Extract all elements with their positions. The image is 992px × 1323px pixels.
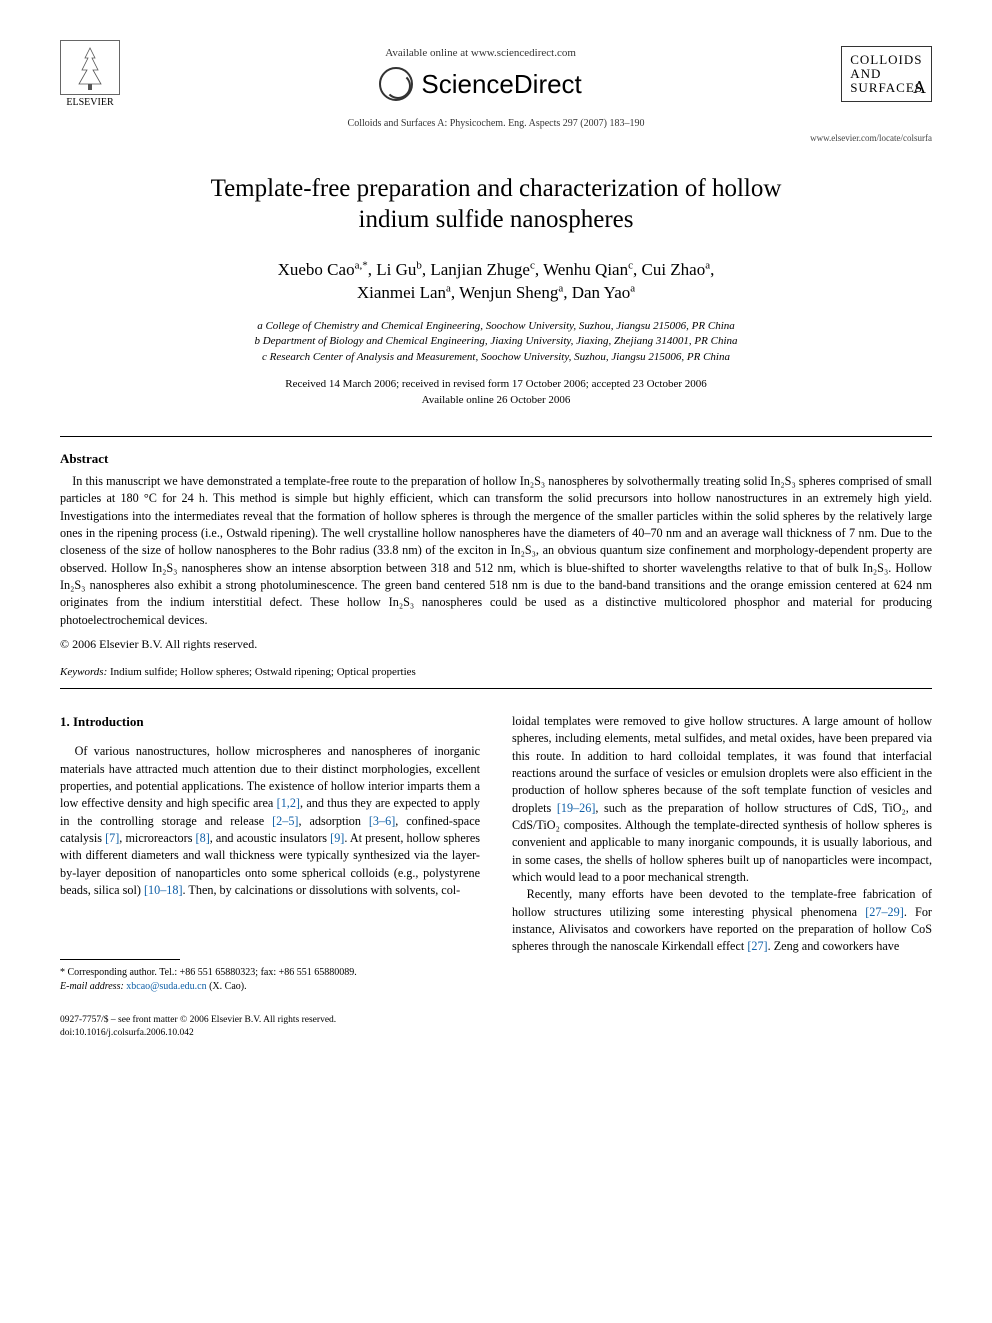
ref-link[interactable]: [9]: [330, 831, 344, 845]
title-line-2: indium sulfide nanospheres: [359, 206, 634, 233]
section-1-heading: 1. Introduction: [60, 713, 480, 731]
header-row: ELSEVIER Available online at www.science…: [60, 40, 932, 108]
affiliation-b: b Department of Biology and Chemical Eng…: [60, 334, 932, 349]
ref-link[interactable]: [10–18]: [144, 883, 183, 897]
keywords-text: Indium sulfide; Hollow spheres; Ostwald …: [107, 666, 416, 678]
footer-block: 0927-7757/$ – see front matter © 2006 El…: [60, 1014, 932, 1039]
intro-paragraph-right-1: loidal templates were removed to give ho…: [512, 713, 932, 886]
colloids-journal-logo: COLLOIDS AND SURFACES A: [841, 46, 932, 103]
article-title: Template-free preparation and characteri…: [60, 173, 932, 236]
abstract-text: In this manuscript we have demonstrated …: [60, 473, 932, 629]
keywords-line: Keywords: Indium sulfide; Hollow spheres…: [60, 666, 932, 678]
elsevier-logo: ELSEVIER: [60, 40, 120, 108]
ref-link[interactable]: [8]: [196, 831, 210, 845]
colloids-line1: COLLOIDS: [850, 53, 923, 67]
right-column: loidal templates were removed to give ho…: [512, 713, 932, 994]
sciencedirect-logo: ScienceDirect: [120, 67, 841, 101]
email-line: E-mail address: xbcao@suda.edu.cn (X. Ca…: [60, 980, 480, 994]
ref-link[interactable]: [19–26]: [557, 801, 596, 815]
corr-author-line: * Corresponding author. Tel.: +86 551 65…: [60, 966, 480, 980]
colloids-letter-a: A: [913, 78, 927, 98]
footer-doi: doi:10.1016/j.colsurfa.2006.10.042: [60, 1027, 932, 1039]
sd-brand-text: ScienceDirect: [421, 69, 581, 100]
left-column: 1. Introduction Of various nanostructure…: [60, 713, 480, 994]
ref-link[interactable]: [3–6]: [369, 814, 395, 828]
dates-block: Received 14 March 2006; received in revi…: [60, 377, 932, 408]
authors-block: Xuebo Caoa,*, Li Gub, Lanjian Zhugec, We…: [60, 258, 932, 306]
author-5: Cui Zhaoa: [641, 260, 710, 279]
abstract-heading: Abstract: [60, 451, 932, 467]
ref-link[interactable]: [1,2]: [277, 796, 300, 810]
journal-url: www.elsevier.com/locate/colsurfa: [60, 133, 932, 143]
available-online-text: Available online at www.sciencedirect.co…: [120, 47, 841, 59]
abstract-copyright: © 2006 Elsevier B.V. All rights reserved…: [60, 637, 932, 652]
email-link[interactable]: xbcao@suda.edu.cn: [126, 981, 206, 992]
divider-top: [60, 436, 932, 437]
author-2: Li Gub: [376, 260, 422, 279]
author-7: Wenjun Shenga: [459, 283, 563, 302]
author-4: Wenhu Qianc: [543, 260, 633, 279]
intro-paragraph-left: Of various nanostructures, hollow micros…: [60, 743, 480, 899]
author-8: Dan Yaoa: [572, 283, 635, 302]
corresponding-author-footnote: * Corresponding author. Tel.: +86 551 65…: [60, 966, 480, 994]
sciencedirect-block: Available online at www.sciencedirect.co…: [120, 47, 841, 101]
elsevier-label: ELSEVIER: [66, 97, 113, 108]
ref-link[interactable]: [7]: [105, 831, 119, 845]
email-label: E-mail address:: [60, 981, 124, 992]
elsevier-tree-icon: [60, 40, 120, 95]
footnote-separator: [60, 959, 180, 960]
body-two-column: 1. Introduction Of various nanostructure…: [60, 713, 932, 994]
ref-link[interactable]: [27]: [747, 939, 767, 953]
available-date: Available online 26 October 2006: [60, 393, 932, 408]
ref-link[interactable]: [27–29]: [865, 905, 904, 919]
footer-line-1: 0927-7757/$ – see front matter © 2006 El…: [60, 1014, 932, 1026]
received-date: Received 14 March 2006; received in revi…: [60, 377, 932, 392]
divider-bottom: [60, 688, 932, 689]
affiliations-block: a College of Chemistry and Chemical Engi…: [60, 319, 932, 365]
title-line-1: Template-free preparation and characteri…: [211, 175, 782, 202]
author-6: Xianmei Lana: [357, 283, 451, 302]
author-1: Xuebo Caoa,*: [278, 260, 368, 279]
affiliation-c: c Research Center of Analysis and Measur…: [60, 350, 932, 365]
keywords-label: Keywords:: [60, 666, 107, 678]
affiliation-a: a College of Chemistry and Chemical Engi…: [60, 319, 932, 334]
sd-swoosh-icon: [379, 67, 413, 101]
journal-citation-line: Colloids and Surfaces A: Physicochem. En…: [60, 118, 932, 129]
intro-paragraph-right-2: Recently, many efforts have been devoted…: [512, 886, 932, 955]
author-3: Lanjian Zhugec: [430, 260, 535, 279]
ref-link[interactable]: [2–5]: [272, 814, 298, 828]
